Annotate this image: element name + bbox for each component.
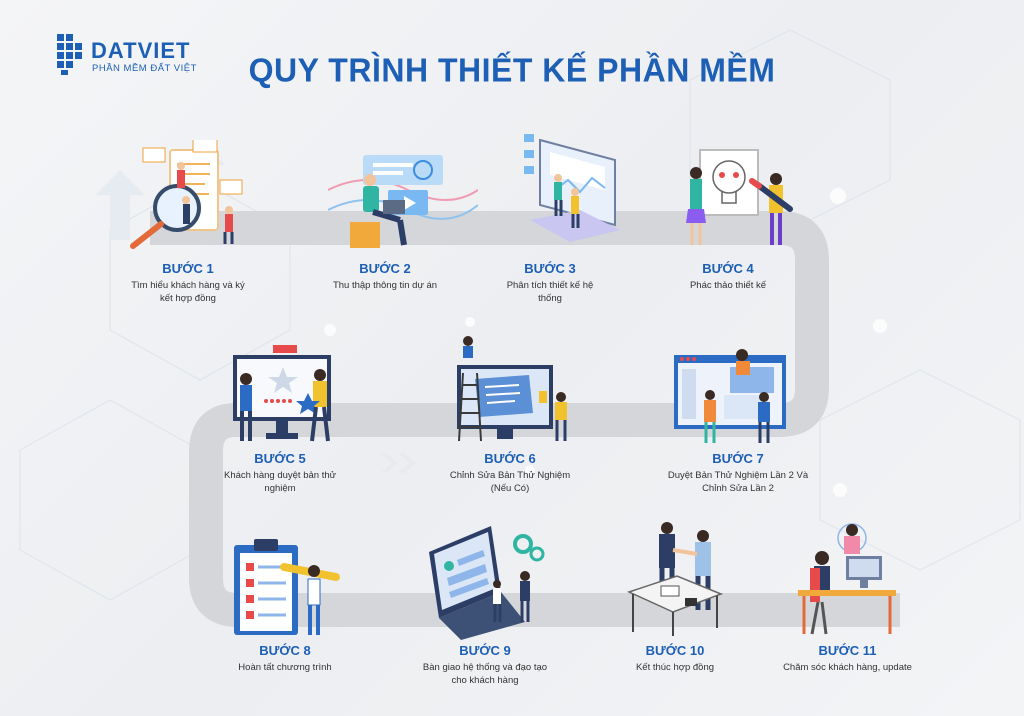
step-1-title: BƯỚC 1 [162, 261, 214, 276]
step3-monitor-illustration [524, 134, 620, 242]
step-11-title: BƯỚC 11 [818, 643, 877, 658]
step-5: BƯỚC 5 Khách hàng duyệt bản thử nghiệm [195, 451, 365, 495]
step-3-title: BƯỚC 3 [524, 261, 576, 276]
step-8: BƯỚC 8 Hoàn tất chương trình [200, 643, 370, 674]
step-11-desc: Chăm sóc khách hàng, update [783, 662, 912, 673]
step-2: BƯỚC 2 Thu thập thông tin dự án [300, 261, 470, 292]
page-title: QUY TRÌNH THIẾT KẾ PHẦN MỀM [248, 51, 776, 89]
step-11: BƯỚC 11 Chăm sóc khách hàng, update [760, 643, 935, 674]
step-4-title: BƯỚC 4 [702, 261, 754, 276]
logo-name: DATVIET [91, 38, 191, 63]
step-4: BƯỚC 4 Phác thảo thiết kế [643, 261, 813, 292]
step-6-desc: Chỉnh Sửa Bản Thử Nghiệm (Nếu Có) [449, 470, 571, 494]
step10-handshake-illustration [626, 522, 724, 636]
step4-sketch-illustration [686, 149, 793, 245]
step-8-desc: Hoàn tất chương trình [238, 662, 332, 673]
step11-support-illustration [798, 523, 896, 635]
step-4-desc: Phác thảo thiết kế [689, 280, 767, 291]
step-3: BƯỚC 3 Phân tích thiết kế hệ thống [465, 261, 635, 305]
step6-repair-illustration [457, 336, 567, 442]
step-9-desc: Bàn giao hệ thống và đạo tạo cho khách h… [422, 662, 548, 686]
logo-grid-icon [57, 34, 82, 75]
step9-handover-illustration [429, 526, 545, 640]
step-3-desc: Phân tích thiết kế hệ thống [506, 280, 594, 304]
step7-approval-illustration [674, 349, 786, 443]
step-6: BƯỚC 6 Chỉnh Sửa Bản Thử Nghiệm (Nếu Có) [425, 451, 595, 495]
step1-magnifier-illustration [130, 140, 243, 249]
step-10-desc: Kết thúc hợp đồng [635, 662, 715, 673]
step-6-title: BƯỚC 6 [484, 451, 536, 466]
step-10-title: BƯỚC 10 [645, 643, 705, 658]
step-9-title: BƯỚC 9 [459, 643, 511, 658]
step-10: BƯỚC 10 Kết thúc hợp đồng [590, 643, 760, 674]
step-1-desc: Tìm hiểu khách hàng và ký kết hợp đồng [131, 280, 245, 304]
step5-review-illustration [233, 345, 331, 442]
company-logo[interactable]: DATVIET PHẦN MỀM ĐẤT VIỆT [55, 32, 215, 82]
logo-tagline: PHẦN MỀM ĐẤT VIỆT [92, 63, 197, 74]
step8-clipboard-illustration [234, 539, 340, 635]
step-7: BƯỚC 7 Duyệt Bản Thử Nghiệm Lần 2 Và Chỉ… [653, 451, 823, 495]
step-7-title: BƯỚC 7 [712, 451, 764, 466]
step-8-title: BƯỚC 8 [259, 643, 311, 658]
step-2-desc: Thu thập thông tin dự án [332, 280, 438, 291]
step-2-title: BƯỚC 2 [359, 261, 411, 276]
step-5-desc: Khách hàng duyệt bản thử nghiệm [223, 470, 336, 494]
step-5-title: BƯỚC 5 [254, 451, 306, 466]
step-1: BƯỚC 1 Tìm hiểu khách hàng và ký kết hợp… [103, 261, 273, 305]
step-7-desc: Duyệt Bản Thử Nghiệm Lần 2 Và Chỉnh Sửa … [667, 470, 809, 494]
step-9: BƯỚC 9 Bàn giao hệ thống và đạo tạo cho … [400, 643, 570, 687]
step2-laptop-illustration [328, 155, 478, 248]
